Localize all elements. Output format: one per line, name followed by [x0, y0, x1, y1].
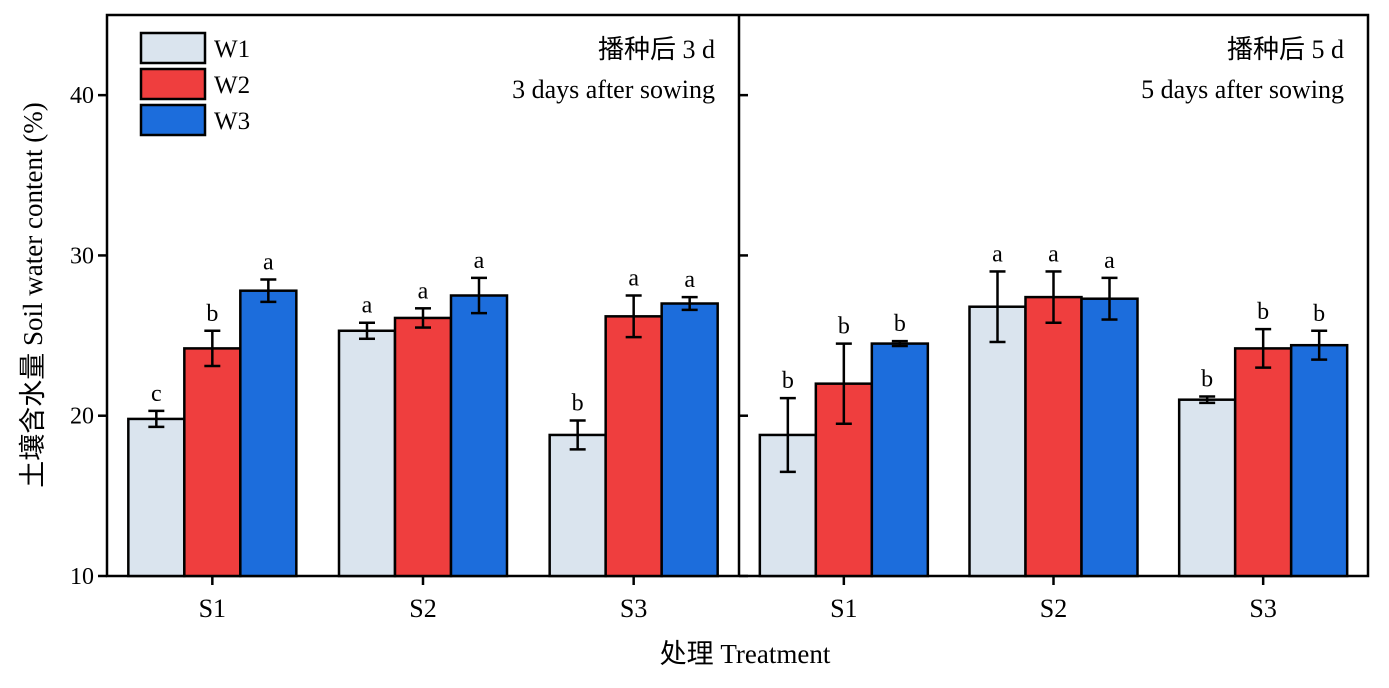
legend-label-W1: W1 [214, 36, 250, 63]
significance-letter: b [782, 368, 794, 394]
bar-W2 [393, 316, 453, 578]
significance-letter: a [474, 248, 485, 274]
significance-letter: a [362, 293, 373, 319]
x-tick-label: S3 [620, 594, 647, 623]
significance-letter: a [992, 241, 1003, 267]
significance-letter: a [628, 266, 639, 292]
y-axis-title: 土壤含水量 Soil water content (%) [18, 102, 48, 487]
significance-letter: c [151, 381, 162, 407]
legend-swatch-W2 [139, 67, 207, 101]
bar-W3 [239, 289, 298, 578]
panel-title-cn: 播种后 3 d [598, 35, 715, 64]
significance-letter: b [1257, 299, 1269, 325]
bar-W2 [183, 347, 242, 578]
significance-letter: a [418, 278, 429, 304]
significance-letter: a [263, 249, 274, 275]
bar-W1 [1177, 398, 1237, 578]
bar-W1 [548, 433, 607, 578]
bar-W1 [337, 329, 397, 578]
significance-letter: b [572, 391, 584, 417]
legend-swatch-W1 [139, 31, 207, 65]
y-tick-label: 10 [70, 564, 94, 590]
bar-W2 [1233, 347, 1293, 578]
bar-W3 [1289, 343, 1349, 578]
bar-W2 [604, 315, 663, 578]
x-tick-label: S1 [830, 594, 857, 623]
significance-letter: b [1201, 366, 1213, 392]
significance-letter: b [838, 314, 850, 340]
bar-W3 [870, 342, 930, 578]
plot-frame [105, 13, 1370, 578]
y-tick-label: 40 [70, 83, 94, 109]
bar-W1 [968, 305, 1027, 578]
bar-W3 [660, 302, 719, 578]
significance-letter: b [894, 311, 906, 337]
bar-W2 [1024, 295, 1083, 578]
significance-letter: b [1313, 301, 1325, 327]
y-tick-label: 30 [70, 243, 94, 269]
bar-W3 [449, 294, 509, 578]
y-tick-label: 20 [70, 404, 94, 430]
panel-title-cn: 播种后 5 d [1227, 35, 1344, 64]
x-tick-label: S1 [199, 594, 226, 623]
significance-letter: a [1048, 241, 1059, 267]
legend-label-W2: W2 [214, 72, 250, 99]
significance-letter: b [206, 301, 218, 327]
significance-letter: a [684, 267, 695, 293]
panel-title-en: 5 days after sowing [1141, 75, 1344, 104]
x-tick-label: S2 [409, 594, 436, 623]
panel-title-en: 3 days after sowing [512, 75, 715, 104]
legend-swatch-W3 [139, 103, 207, 137]
bar-W3 [1080, 297, 1139, 578]
legend-label-W3: W3 [214, 108, 250, 135]
bar-W1 [127, 417, 186, 578]
significance-letter: a [1104, 248, 1115, 274]
x-tick-label: S3 [1249, 594, 1276, 623]
x-tick-label: S2 [1040, 594, 1067, 623]
x-axis-title: 处理 Treatment [660, 639, 831, 669]
